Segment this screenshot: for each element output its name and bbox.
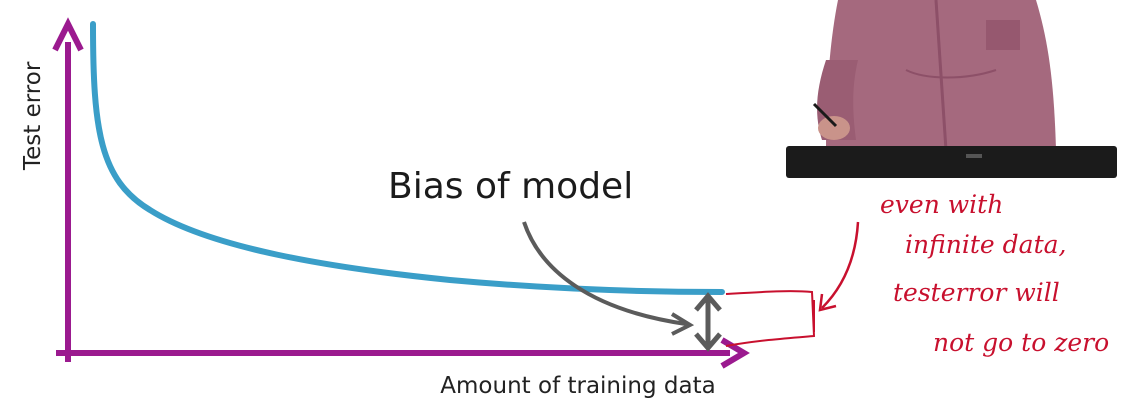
handwritten-bracket [725,290,816,347]
x-axis-arrowhead [720,337,750,369]
x-axis-label: Amount of training data [440,373,715,399]
bias-pointer-arrow [522,221,695,336]
bias-gap-arrow [694,292,722,352]
handwritten-note-line-2: infinite data, [905,230,1066,259]
handwritten-note: even with infinite data, testerror will … [880,190,1109,357]
bias-annotation-label: Bias of model [388,166,633,207]
handwritten-note-line-1: even with [880,190,1003,219]
y-axis-label: Test error [20,61,46,171]
y-axis-arrowhead [52,17,84,52]
test-error-curve [90,21,725,295]
presenter-video-overlay [786,0,1137,180]
y-axis [52,17,84,362]
handwritten-arrow [818,221,860,312]
handwritten-note-line-4: not go to zero [933,328,1109,357]
x-axis [56,337,750,369]
handwritten-note-line-3: testerror will [893,278,1060,307]
